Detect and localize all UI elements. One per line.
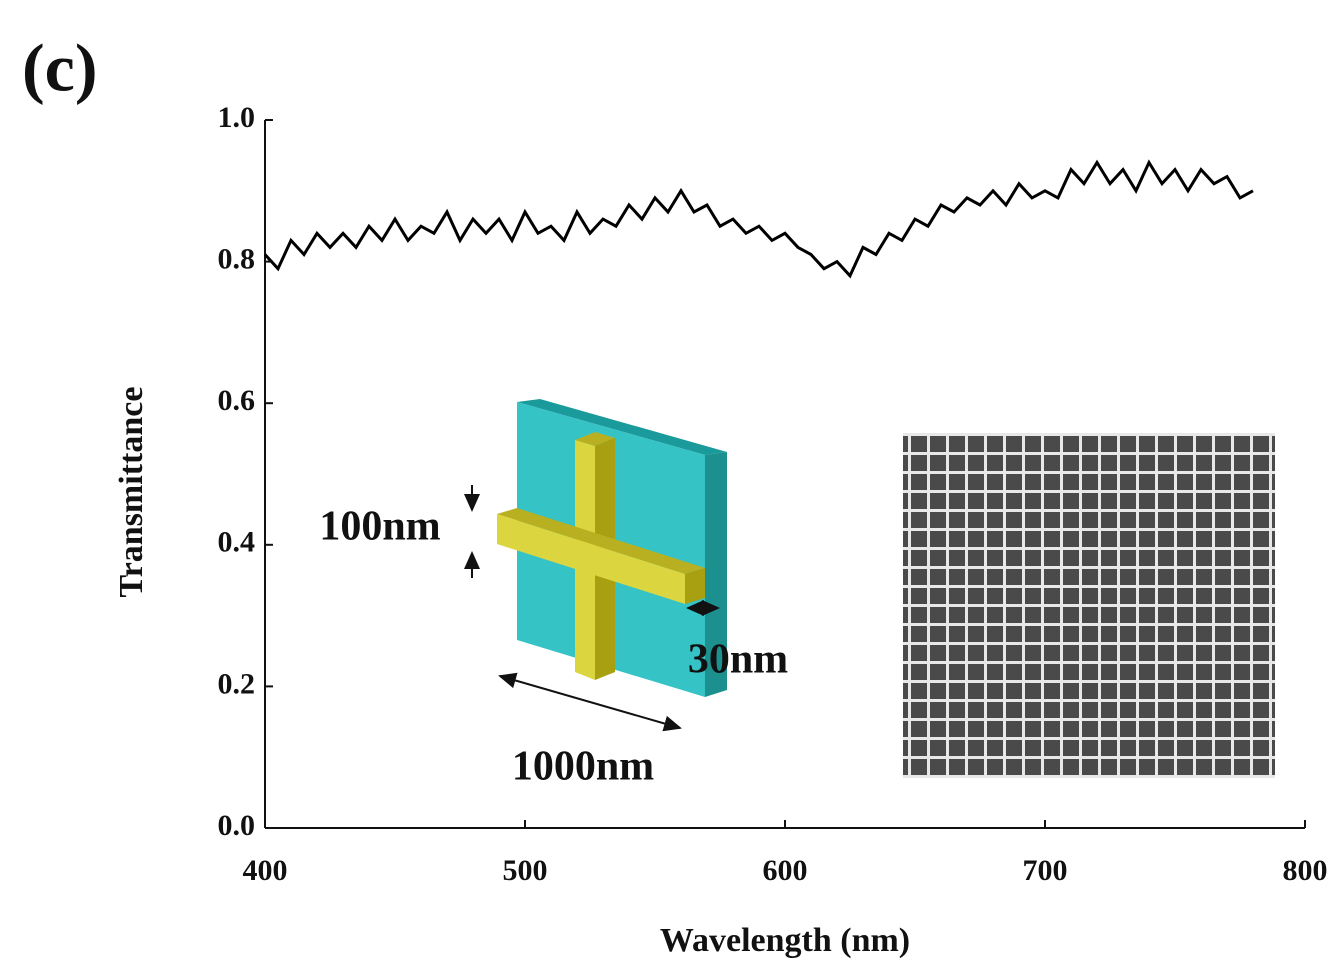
y-tick-label: 0.8 bbox=[218, 242, 256, 275]
annotation: 100nm bbox=[319, 504, 440, 550]
line-series bbox=[265, 163, 1253, 276]
y-tick-label: 0.0 bbox=[218, 809, 256, 842]
inset-sem-image bbox=[903, 433, 1275, 778]
annotation: 30nm bbox=[688, 637, 788, 683]
x-tick-label: 800 bbox=[1283, 854, 1328, 887]
chart: (c) Wavelength (nm) Transmittance 100nm … bbox=[0, 0, 1340, 967]
x-tick-label: 400 bbox=[243, 854, 288, 887]
y-tick-label: 1.0 bbox=[218, 101, 256, 134]
y-axis-label: Transmittance bbox=[113, 387, 150, 598]
x-tick-label: 500 bbox=[503, 854, 548, 887]
y-tick-label: 0.4 bbox=[218, 526, 256, 559]
y-tick-label: 0.2 bbox=[218, 667, 256, 700]
y-tick-label: 0.6 bbox=[218, 384, 256, 417]
x-tick-label: 700 bbox=[1023, 854, 1068, 887]
annotation: 1000nm bbox=[512, 744, 654, 790]
x-axis-label: Wavelength (nm) bbox=[660, 922, 910, 959]
x-tick-label: 600 bbox=[763, 854, 808, 887]
panel-label: (c) bbox=[22, 30, 97, 106]
